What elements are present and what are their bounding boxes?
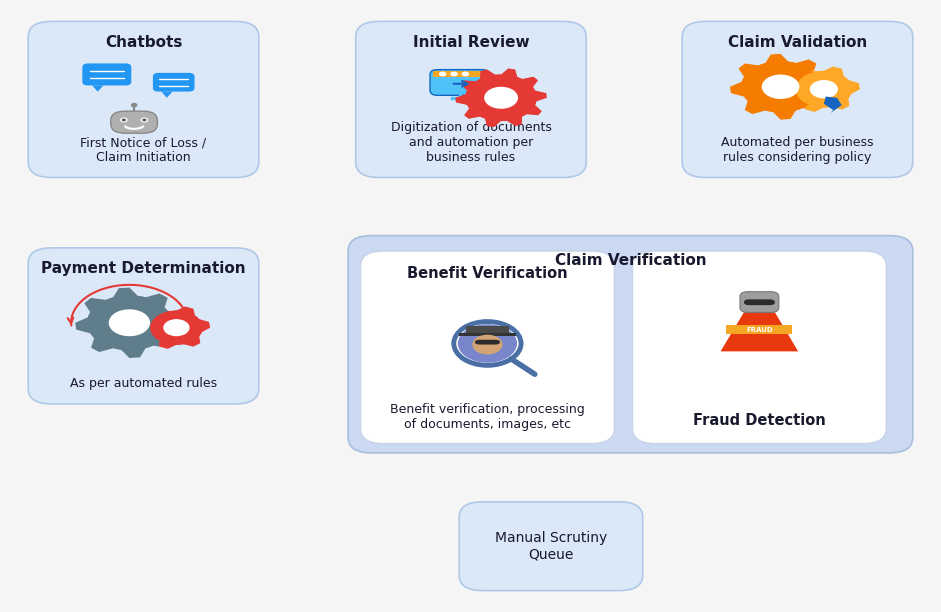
Circle shape [761, 75, 799, 99]
Circle shape [450, 72, 457, 76]
Text: First Notice of Loss /
Claim Initiation: First Notice of Loss / Claim Initiation [80, 136, 207, 164]
Circle shape [458, 324, 517, 363]
Text: Benefit verification, processing
of documents, images, etc: Benefit verification, processing of docu… [391, 403, 584, 431]
Polygon shape [455, 69, 547, 127]
Text: Claim Validation: Claim Validation [728, 35, 867, 50]
Circle shape [88, 295, 171, 350]
Circle shape [120, 118, 128, 122]
Circle shape [472, 335, 502, 354]
FancyBboxPatch shape [682, 21, 913, 177]
Circle shape [140, 118, 148, 122]
Polygon shape [730, 54, 831, 120]
Circle shape [142, 119, 147, 121]
Circle shape [795, 71, 852, 108]
FancyBboxPatch shape [360, 251, 614, 444]
Circle shape [439, 72, 446, 76]
Polygon shape [75, 288, 183, 358]
Circle shape [121, 119, 126, 121]
Polygon shape [788, 67, 860, 112]
Text: Automated per business
rules considering policy: Automated per business rules considering… [721, 136, 874, 164]
FancyBboxPatch shape [83, 64, 131, 86]
FancyBboxPatch shape [744, 299, 775, 305]
FancyBboxPatch shape [356, 21, 586, 177]
Circle shape [809, 80, 837, 99]
FancyBboxPatch shape [740, 292, 779, 312]
Polygon shape [823, 97, 841, 113]
FancyBboxPatch shape [459, 502, 643, 591]
FancyBboxPatch shape [28, 248, 259, 404]
Circle shape [484, 87, 518, 109]
FancyBboxPatch shape [28, 21, 259, 177]
Text: Benefit Verification: Benefit Verification [407, 266, 567, 282]
Text: Chatbots: Chatbots [104, 35, 183, 50]
FancyBboxPatch shape [474, 340, 501, 345]
Text: Fraud Detection: Fraud Detection [693, 413, 826, 428]
Polygon shape [92, 86, 104, 92]
Text: Manual Scrutiny
Queue: Manual Scrutiny Queue [495, 531, 607, 561]
Circle shape [164, 319, 189, 336]
Text: FRAUD: FRAUD [746, 327, 773, 333]
Text: Payment Determination: Payment Determination [41, 261, 246, 277]
Polygon shape [721, 312, 798, 351]
Circle shape [461, 72, 469, 76]
Text: Digitization of documents
and automation per
business rules: Digitization of documents and automation… [391, 121, 551, 164]
FancyBboxPatch shape [348, 236, 913, 453]
Circle shape [109, 309, 151, 336]
FancyBboxPatch shape [111, 111, 157, 133]
Circle shape [741, 61, 820, 113]
FancyBboxPatch shape [726, 325, 792, 334]
Circle shape [150, 310, 203, 345]
Circle shape [465, 75, 536, 121]
Polygon shape [143, 307, 210, 349]
FancyBboxPatch shape [632, 251, 886, 444]
Text: Claim Verification: Claim Verification [554, 253, 707, 268]
Circle shape [132, 103, 136, 106]
Text: Initial Review: Initial Review [413, 35, 529, 50]
Text: As per automated rules: As per automated rules [70, 378, 217, 390]
FancyBboxPatch shape [466, 326, 509, 335]
FancyBboxPatch shape [430, 70, 489, 95]
FancyBboxPatch shape [459, 333, 516, 336]
FancyBboxPatch shape [152, 73, 195, 92]
FancyBboxPatch shape [433, 71, 486, 77]
Polygon shape [161, 92, 172, 98]
